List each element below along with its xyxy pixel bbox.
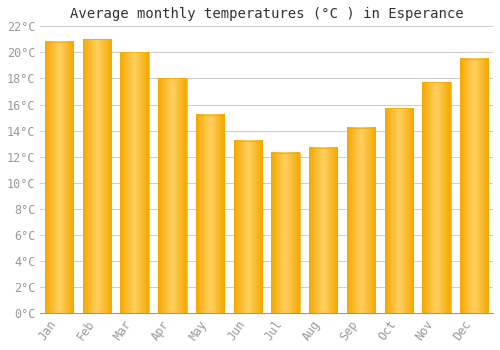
- Bar: [83, 39, 111, 313]
- Title: Average monthly temperatures (°C ) in Esperance: Average monthly temperatures (°C ) in Es…: [70, 7, 464, 21]
- Bar: [272, 153, 299, 313]
- Bar: [196, 115, 224, 313]
- Bar: [234, 141, 262, 313]
- Bar: [120, 52, 149, 313]
- Bar: [45, 42, 74, 313]
- Bar: [384, 108, 413, 313]
- Bar: [422, 82, 450, 313]
- Bar: [347, 128, 375, 313]
- Bar: [309, 148, 338, 313]
- Bar: [158, 78, 186, 313]
- Bar: [460, 59, 488, 313]
